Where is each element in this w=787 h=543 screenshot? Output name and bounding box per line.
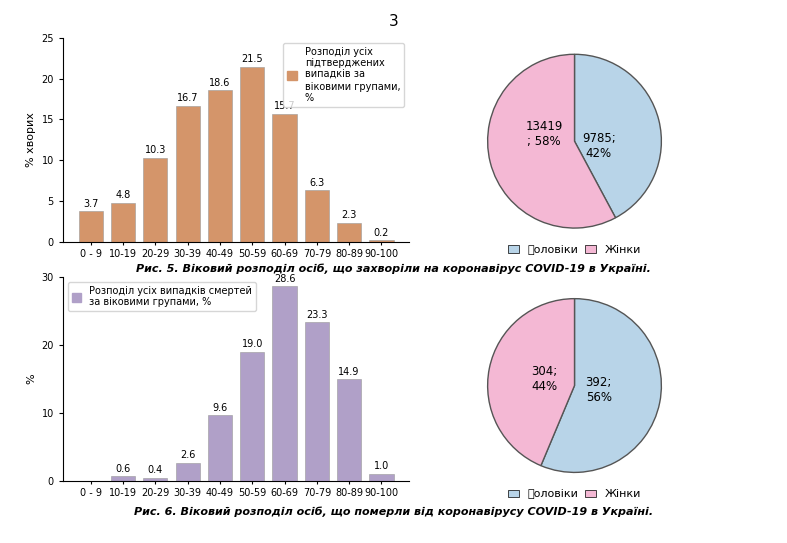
Text: 16.7: 16.7 <box>177 93 198 103</box>
Bar <box>240 352 264 481</box>
Text: 15.7: 15.7 <box>274 102 295 111</box>
Text: 10.3: 10.3 <box>145 146 166 155</box>
Bar <box>143 157 168 242</box>
Bar <box>208 415 232 481</box>
Y-axis label: %: % <box>26 374 36 384</box>
Text: 18.6: 18.6 <box>209 78 231 87</box>
Bar <box>111 203 135 242</box>
Text: 3.7: 3.7 <box>83 199 98 209</box>
Bar <box>369 473 394 481</box>
Bar <box>337 223 361 242</box>
Text: 3: 3 <box>389 14 398 29</box>
Text: 4.8: 4.8 <box>116 190 131 200</box>
Bar <box>337 380 361 481</box>
Bar <box>176 463 200 481</box>
Bar <box>208 90 232 242</box>
Text: 0.6: 0.6 <box>116 464 131 473</box>
Legend: Розподіл усіх випадків смертей
за віковими групами, %: Розподіл усіх випадків смертей за вікови… <box>68 282 256 311</box>
Wedge shape <box>488 299 575 466</box>
Text: 2.3: 2.3 <box>342 211 357 220</box>
Legend: 䉾оловіки, Жінки: 䉾оловіки, Жінки <box>503 485 646 504</box>
Y-axis label: % хворих: % хворих <box>26 112 36 167</box>
Bar <box>272 287 297 481</box>
Wedge shape <box>541 299 661 472</box>
Text: 13419
; 58%: 13419 ; 58% <box>526 120 563 148</box>
Bar <box>305 191 329 242</box>
Text: 392;
56%: 392; 56% <box>586 376 612 404</box>
Text: 9785;
42%: 9785; 42% <box>582 131 615 160</box>
Text: 0.2: 0.2 <box>374 228 389 238</box>
Bar <box>111 477 135 481</box>
Wedge shape <box>488 54 615 228</box>
Text: Рис. 5. Віковий розподіл осіб, що захворіли на коронавірус COVID-19 в Україні.: Рис. 5. Віковий розподіл осіб, що захвор… <box>136 263 651 274</box>
Text: 304;
44%: 304; 44% <box>531 364 557 393</box>
Text: 0.4: 0.4 <box>148 465 163 475</box>
Text: Рис. 6. Віковий розподіл осіб, що померли від коронавірусу COVID-19 в Україні.: Рис. 6. Віковий розподіл осіб, що померл… <box>134 506 653 516</box>
Text: 28.6: 28.6 <box>274 274 295 283</box>
Text: 23.3: 23.3 <box>306 310 327 320</box>
Text: 6.3: 6.3 <box>309 178 324 188</box>
Wedge shape <box>575 54 661 218</box>
Text: 1.0: 1.0 <box>374 461 389 471</box>
Text: 2.6: 2.6 <box>180 450 195 460</box>
Bar <box>240 67 264 242</box>
Bar <box>176 105 200 242</box>
Text: 21.5: 21.5 <box>242 54 263 64</box>
Text: 14.9: 14.9 <box>338 367 360 377</box>
Text: 9.6: 9.6 <box>212 403 227 413</box>
Bar <box>79 211 103 242</box>
Legend: 䉾оловіки, Жінки: 䉾оловіки, Жінки <box>503 241 646 260</box>
Bar <box>369 240 394 242</box>
Legend: Розподіл усіх
підтверджених
випадків за
віковими групами,
%: Розподіл усіх підтверджених випадків за … <box>283 43 405 107</box>
Bar <box>305 323 329 481</box>
Bar <box>143 478 168 481</box>
Text: 19.0: 19.0 <box>242 339 263 349</box>
Bar <box>272 114 297 242</box>
